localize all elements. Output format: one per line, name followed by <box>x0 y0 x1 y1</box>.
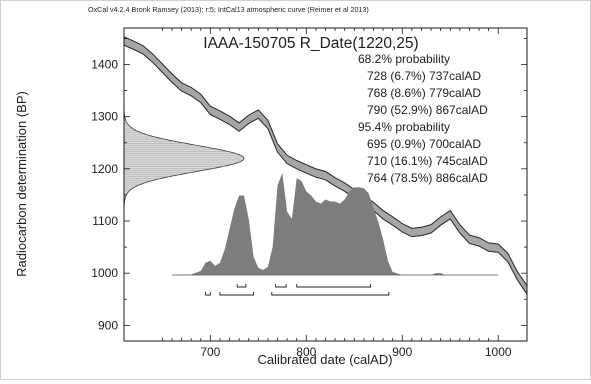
x-tick-label: 800 <box>296 345 316 359</box>
prob-95-range-1: 695 (0.9%) 700calAD <box>367 137 481 151</box>
prob-95-label: 95.4% probability <box>358 120 450 134</box>
y-axis: 900 1000 1100 1200 1300 1400 <box>91 38 527 332</box>
prob-95-range-3: 764 (78.5%) 886calAD <box>367 171 488 185</box>
calibrated-distribution-layer <box>171 173 499 276</box>
measurement-layer <box>123 105 245 211</box>
calibration-curve-lower-edge <box>123 44 528 295</box>
probability-ranges-layer <box>205 284 390 296</box>
prob-68-bracket-1 <box>236 284 247 288</box>
prob-68-bracket-3 <box>296 284 372 288</box>
prob-95-bracket-2 <box>219 292 254 296</box>
x-axis-label: Calibrated date (calAD) <box>257 352 392 367</box>
x-axis: 700 800 900 1000 <box>161 28 512 359</box>
prob-68-range-2: 768 (8.6%) 779calAD <box>367 86 481 100</box>
prob-68-range-3: 790 (52.9%) 867calAD <box>367 103 488 117</box>
calibrated-distribution <box>171 173 499 275</box>
y-tick-label: 1300 <box>91 110 118 124</box>
y-tick-label: 1200 <box>91 162 118 176</box>
y-tick-label: 900 <box>98 318 118 332</box>
prob-68-label: 68.2% probability <box>358 52 450 66</box>
chart-header: OxCal v4.2.4 Bronk Ramsey (2013); r:5; I… <box>88 5 369 14</box>
y-tick-label: 1100 <box>92 214 118 228</box>
y-axis-label: Radiocarbon determination (BP) <box>14 91 29 277</box>
chart-title: IAAA-150705 R_Date(1220,25) <box>203 35 418 52</box>
prob-95-range-2: 710 (16.1%) 745calAD <box>367 154 488 168</box>
plot-area <box>124 28 527 341</box>
x-tick-label: 1000 <box>485 345 512 359</box>
prob-95-bracket-1 <box>205 292 211 296</box>
x-tick-label: 700 <box>200 345 220 359</box>
x-tick-label: 900 <box>392 345 412 359</box>
y-tick-label: 1400 <box>91 58 118 72</box>
y-tick-label: 1000 <box>91 266 118 280</box>
probability-legend: 68.2% probability 728 (6.7%) 737calAD 76… <box>358 52 488 185</box>
calibration-curve-upper-edge <box>123 36 528 286</box>
prob-95-bracket-3 <box>271 292 390 296</box>
prob-68-bracket-2 <box>275 284 287 288</box>
calibration-curve-layer <box>123 36 528 295</box>
prob-68-range-1: 728 (6.7%) 737calAD <box>367 69 481 83</box>
calibration-curve-band <box>124 36 527 295</box>
